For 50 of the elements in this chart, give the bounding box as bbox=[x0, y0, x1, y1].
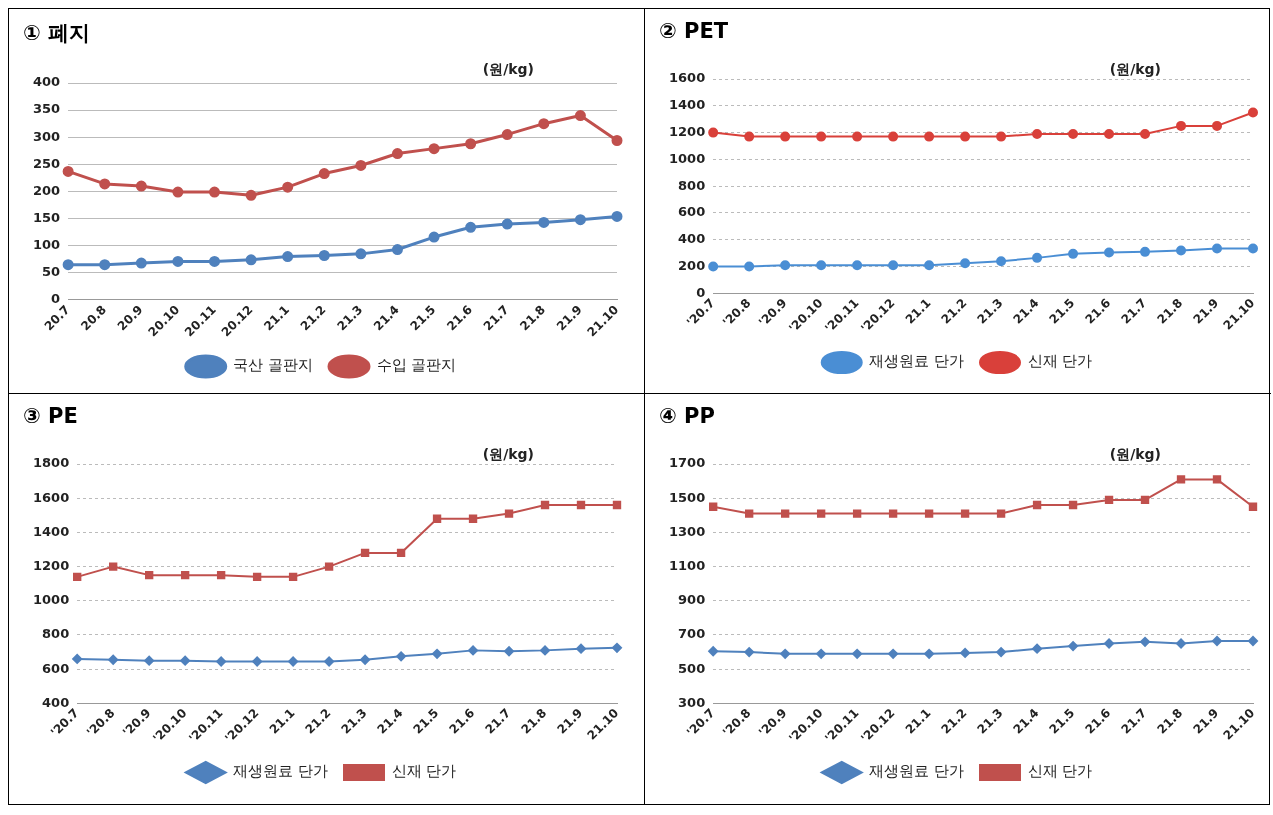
legend-label: 재생원료 단가 bbox=[869, 352, 965, 371]
text: (원/kg) bbox=[482, 446, 534, 464]
y-tick-label: 400 bbox=[33, 74, 61, 90]
legend-label: 국산 골판지 bbox=[233, 356, 314, 375]
chart-title: ③ PE bbox=[23, 404, 79, 428]
y-tick-label: 800 bbox=[42, 626, 70, 642]
chart-title: ② PET bbox=[659, 19, 730, 43]
y-tick-label: 1200 bbox=[668, 123, 706, 139]
y-tick-label: 150 bbox=[33, 209, 61, 225]
y-tick-label: 1200 bbox=[32, 557, 70, 573]
y-tick-label: 1600 bbox=[668, 70, 706, 86]
chart-title: ④ PP bbox=[659, 404, 716, 428]
y-tick-label: 350 bbox=[33, 101, 61, 117]
y-tick-label: 500 bbox=[678, 660, 706, 676]
y-tick-label: 200 bbox=[33, 182, 61, 198]
y-tick-label: 900 bbox=[678, 592, 706, 608]
legend-label: 신재 단가 bbox=[391, 762, 457, 781]
legend-label: 신재 단가 bbox=[1027, 762, 1093, 781]
y-tick-label: 1400 bbox=[668, 97, 706, 113]
y-tick-label: 700 bbox=[678, 626, 706, 642]
y-tick-label: 250 bbox=[33, 155, 61, 171]
y-tick-label: 300 bbox=[33, 128, 61, 144]
legend-label: 수입 골판지 bbox=[376, 356, 457, 375]
y-tick-label: 400 bbox=[42, 694, 70, 710]
y-tick-label: 1300 bbox=[668, 523, 706, 539]
y-tick-label: 0 bbox=[696, 284, 706, 300]
y-tick-label: 1400 bbox=[32, 523, 70, 539]
y-tick-label: 1000 bbox=[32, 592, 70, 608]
text: (원/kg) bbox=[1109, 61, 1161, 79]
text: (원/kg) bbox=[482, 61, 534, 79]
y-tick-label: 800 bbox=[678, 177, 706, 193]
y-tick-label: 1000 bbox=[668, 150, 706, 166]
legend-label: 신재 단가 bbox=[1027, 352, 1093, 371]
y-tick-label: 400 bbox=[678, 231, 706, 247]
y-tick-label: 200 bbox=[678, 257, 706, 273]
y-tick-label: 600 bbox=[678, 204, 706, 220]
y-tick-label: 600 bbox=[42, 660, 70, 676]
y-tick-label: 100 bbox=[33, 237, 61, 253]
y-tick-label: 1800 bbox=[32, 455, 70, 471]
y-tick-label: 1600 bbox=[32, 489, 70, 505]
y-tick-label: 1500 bbox=[668, 489, 706, 505]
y-tick-label: 1100 bbox=[668, 557, 706, 573]
chart-title: ① 폐지 bbox=[23, 20, 92, 47]
legend-label: 재생원료 단가 bbox=[869, 762, 965, 781]
y-tick-label: 1700 bbox=[668, 455, 706, 471]
legend-label: 재생원료 단가 bbox=[233, 762, 329, 781]
y-tick-label: 300 bbox=[678, 694, 706, 710]
y-tick-label: 50 bbox=[42, 264, 61, 280]
text: (원/kg) bbox=[1109, 446, 1161, 464]
y-tick-label: 0 bbox=[51, 291, 61, 307]
